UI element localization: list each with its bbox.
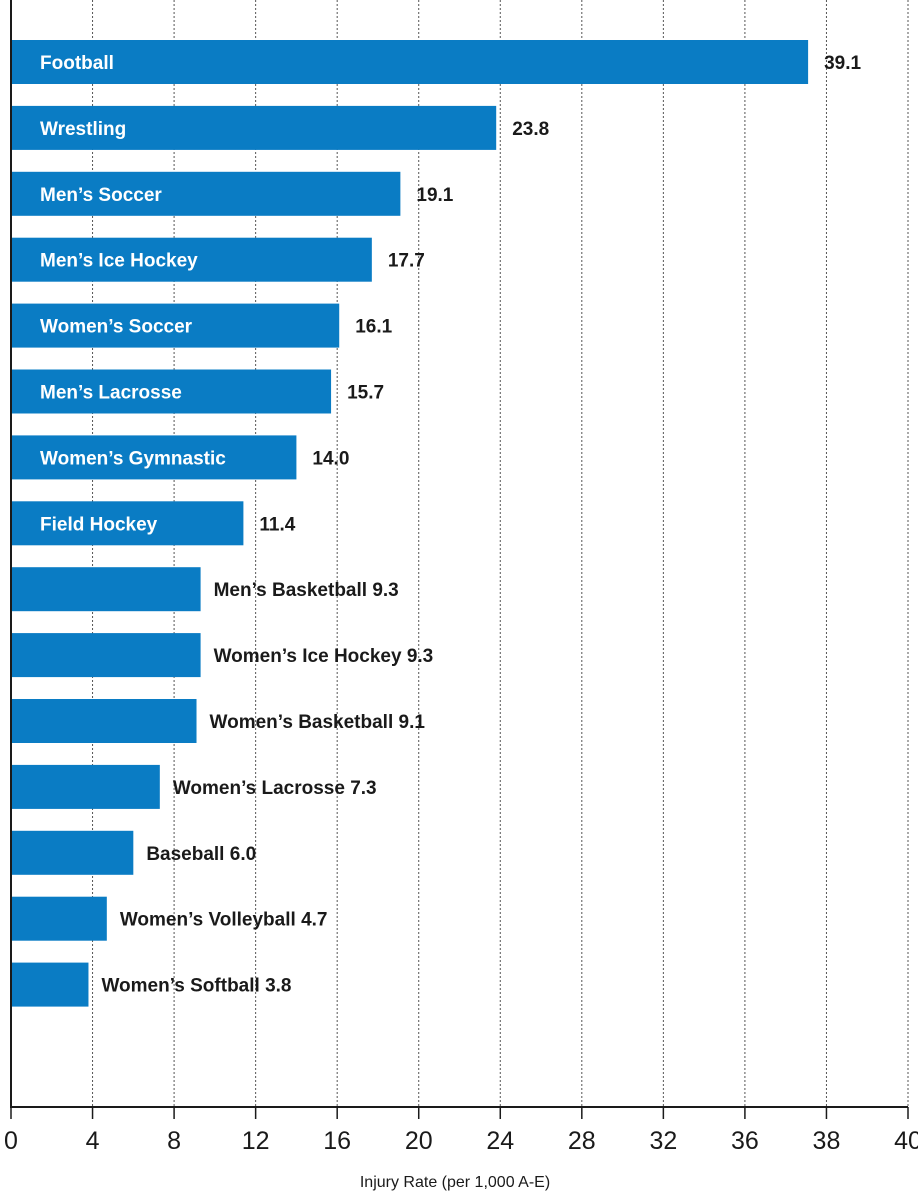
x-tick-label: 4 — [86, 1127, 100, 1155]
data-label: 4.7 — [296, 910, 328, 931]
x-tick-label: 36 — [731, 1127, 759, 1155]
bar — [11, 303, 340, 348]
category-label: Field Hockey — [40, 514, 158, 535]
x-tick-label: 28 — [568, 1127, 596, 1155]
bar — [11, 105, 497, 150]
data-label: 3.8 — [260, 976, 292, 997]
bar — [11, 171, 401, 216]
x-tick-label: 12 — [242, 1127, 270, 1155]
bar — [11, 633, 201, 678]
data-label: 17.7 — [388, 251, 425, 272]
category-label: Football — [40, 53, 114, 74]
data-label: 7.3 — [345, 778, 377, 799]
bar — [11, 699, 197, 743]
x-tick-label: 20 — [405, 1127, 433, 1155]
category-label: Women’s Volleyball 4.7 — [120, 910, 328, 931]
category-label: Women’s Gymnastic — [40, 448, 226, 469]
bar — [11, 830, 134, 875]
x-tick-label: 40 — [894, 1127, 918, 1155]
category-label: Women’s Lacrosse 7.3 — [173, 778, 377, 799]
category-label: Women’s Softball 3.8 — [101, 976, 291, 997]
grid-lines — [92, 0, 909, 1107]
data-label: 19.1 — [416, 185, 453, 206]
bar — [11, 896, 107, 941]
x-tick-label: 38 — [813, 1127, 841, 1155]
bar — [11, 40, 809, 84]
bar — [11, 962, 89, 1007]
bar — [11, 567, 201, 612]
category-label: Women’s Basketball 9.1 — [210, 712, 426, 733]
x-tick-label: 24 — [486, 1127, 514, 1155]
category-label: Men’s Soccer — [40, 185, 162, 206]
data-label: 9.1 — [393, 712, 425, 733]
data-label: 6.0 — [224, 844, 256, 865]
category-label: Men’s Basketball 9.3 — [214, 580, 399, 601]
bar — [11, 369, 332, 414]
category-label: Men’s Ice Hockey — [40, 251, 198, 272]
data-label: 9.3 — [367, 580, 399, 601]
category-label: Women’s Soccer — [40, 317, 193, 338]
x-axis — [10, 0, 908, 1108]
x-tick-label: 0 — [4, 1127, 18, 1155]
data-label: 11.4 — [259, 514, 295, 535]
bar — [11, 764, 160, 809]
x-ticks: 0 4 8 12 16 20 24 28 32 36 38 40 — [4, 1107, 918, 1155]
data-label: 39.1 — [824, 53, 861, 74]
category-label: Wrestling — [40, 119, 126, 140]
category-label: Men’s Lacrosse — [40, 383, 182, 404]
x-axis-title: Injury Rate (per 1,000 A-E) — [360, 1174, 550, 1191]
x-tick-label: 8 — [167, 1127, 181, 1155]
bar — [11, 435, 297, 480]
data-label: 9.3 — [402, 646, 434, 667]
bar — [11, 237, 372, 282]
bar — [11, 501, 244, 546]
bars: Football 39.1 Wrestling 23.8 Men’s Soccer 19.… — [11, 40, 862, 1007]
data-label: 14.0 — [312, 448, 349, 469]
data-label: 23.8 — [512, 119, 549, 140]
x-tick-label: 32 — [649, 1127, 677, 1155]
data-label: 16.1 — [355, 317, 392, 338]
data-label: 15.7 — [347, 383, 384, 404]
x-tick-label: 16 — [323, 1127, 351, 1155]
category-label: Baseball 6.0 — [146, 844, 256, 865]
category-label: Women’s Ice Hockey 9.3 — [214, 646, 434, 667]
